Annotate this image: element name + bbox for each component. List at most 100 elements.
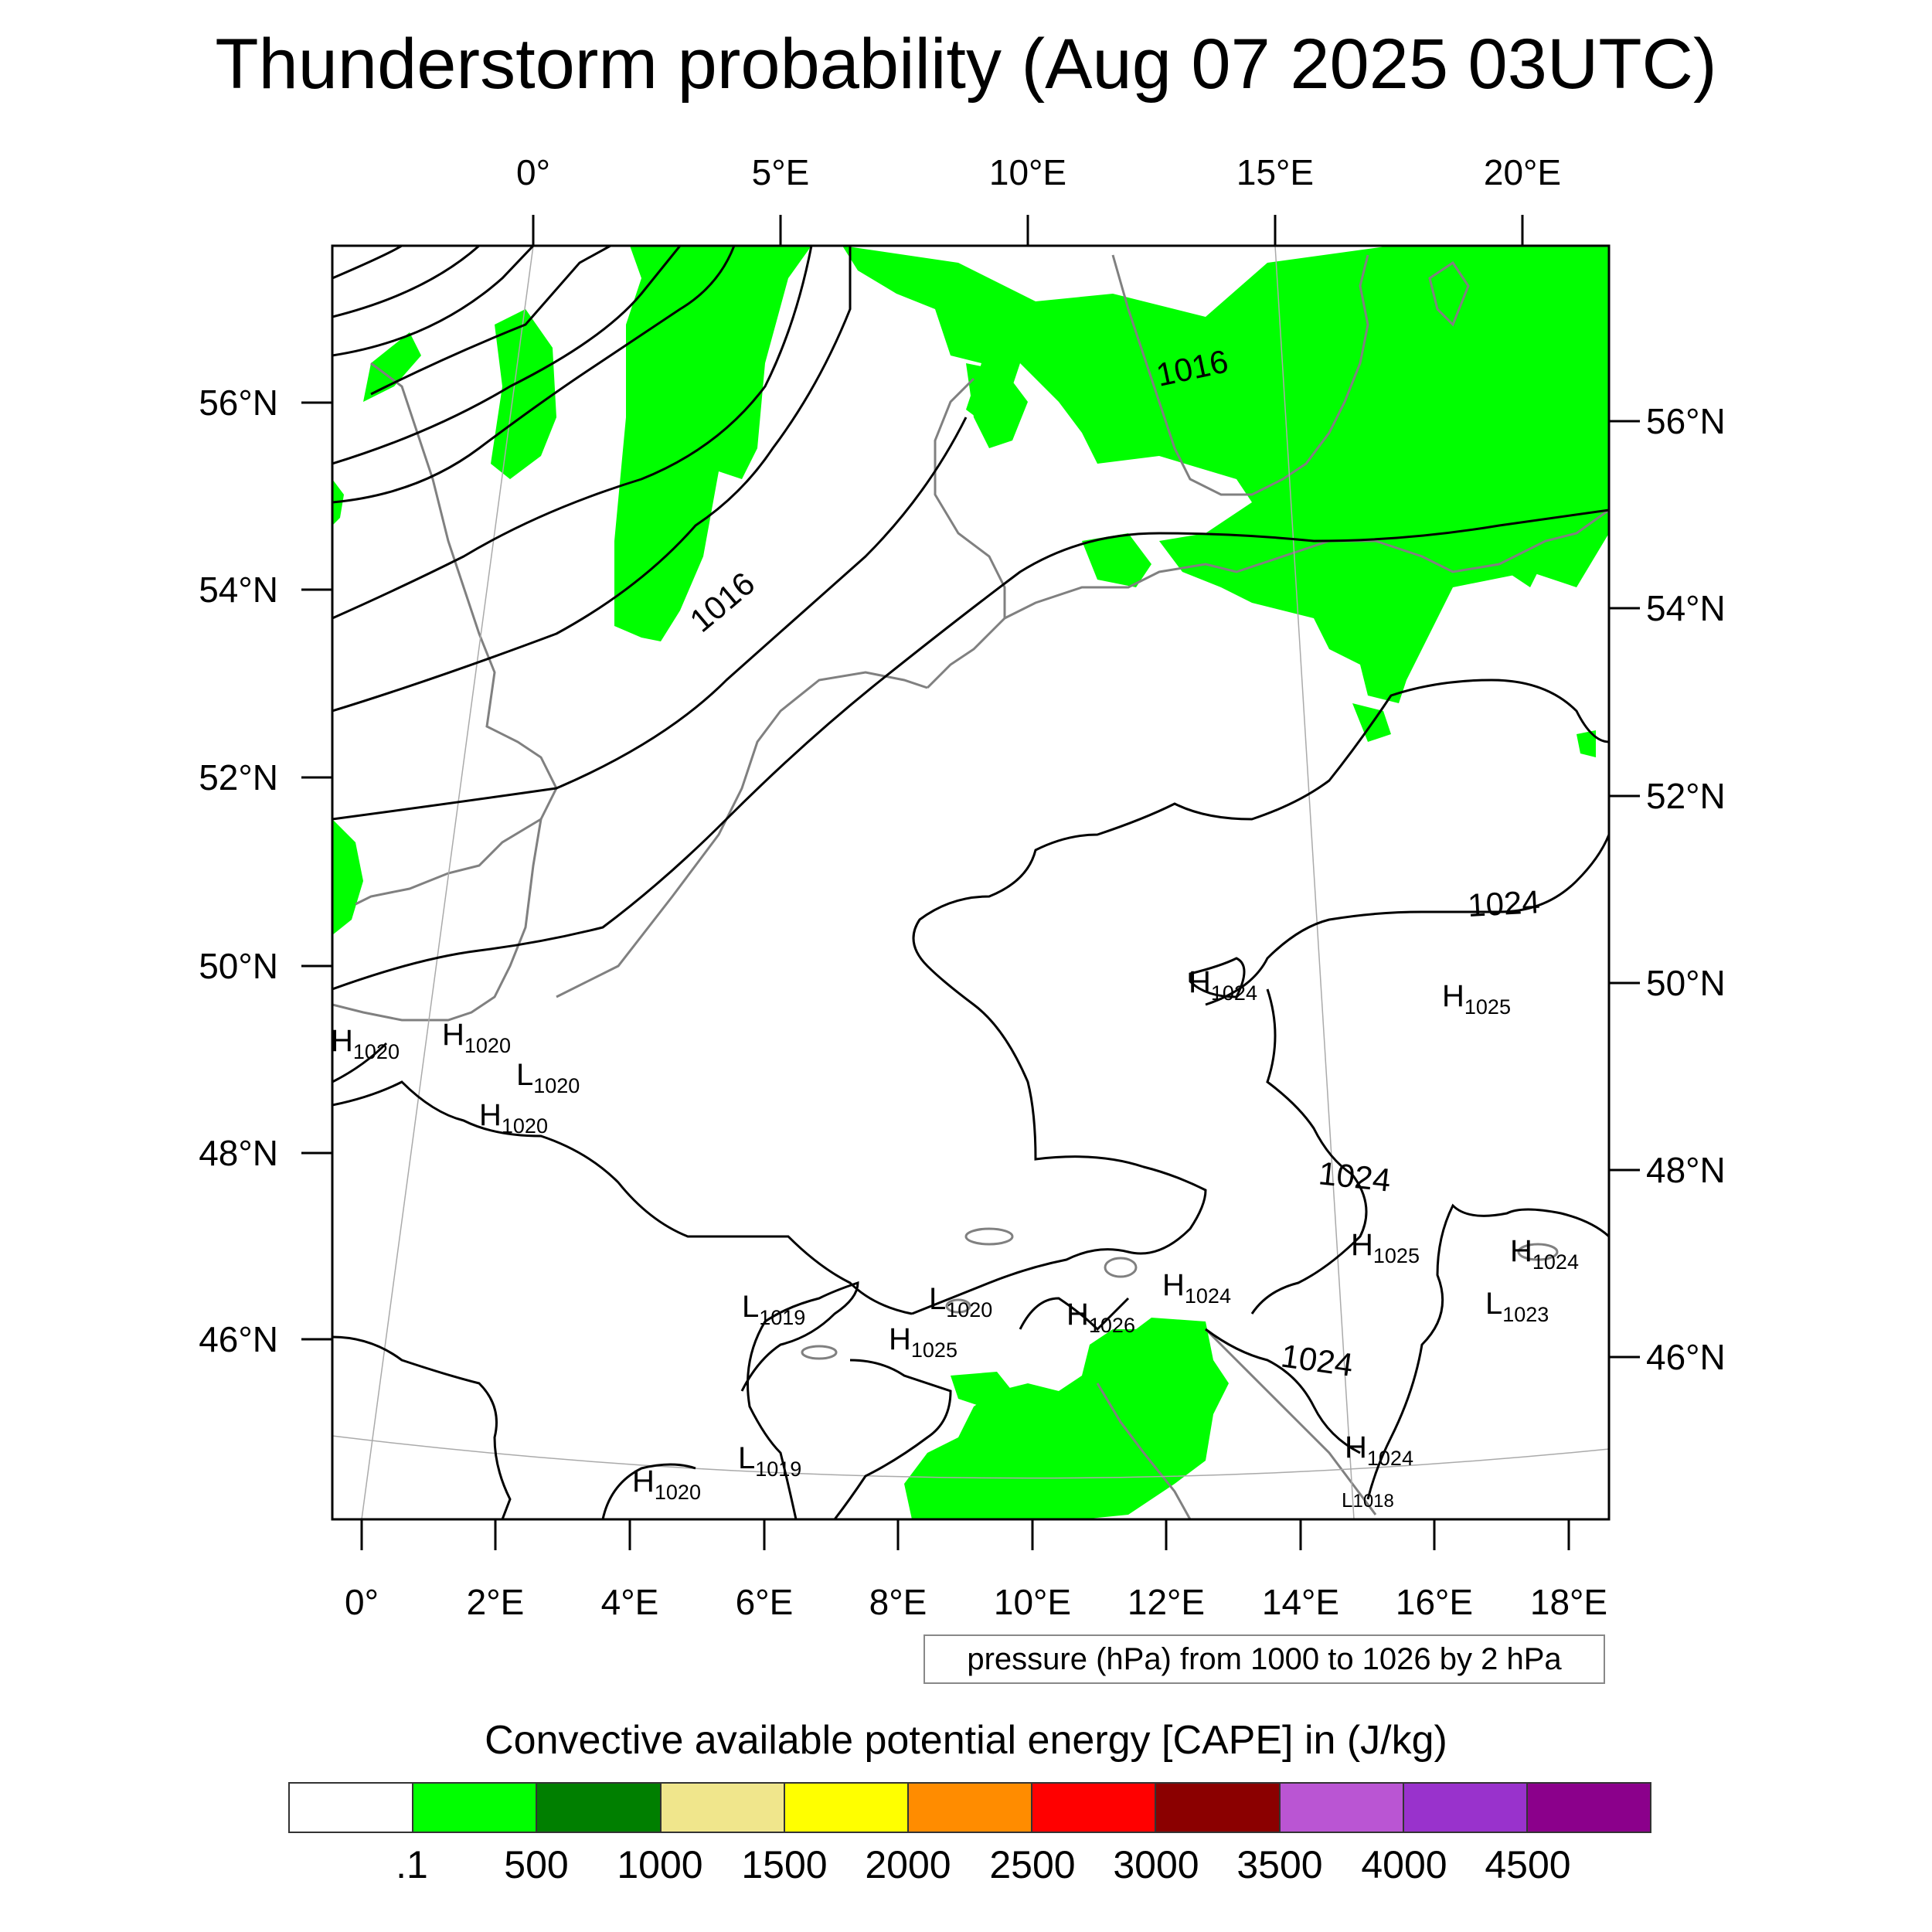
pressure-center: L1018 [1342, 1488, 1394, 1512]
cape-region-south-strip [951, 1507, 1082, 1519]
isobar-3 [332, 246, 535, 357]
isobar-1024-se [1250, 988, 1368, 1315]
colorbar-swatch [413, 1784, 538, 1832]
lat-label-left: 50°N [199, 946, 278, 986]
isobar-southwest [332, 1335, 512, 1519]
cape-region-jutland [966, 363, 1028, 448]
isobar-1024-central [911, 679, 1609, 1315]
coast-sweden [1111, 254, 1369, 496]
isobar-2 [332, 246, 480, 318]
colorbar-label: 4500 [1485, 1843, 1571, 1886]
lakes [801, 1227, 1559, 1360]
colorbar-swatch [537, 1784, 662, 1832]
pressure-center: H1025 [889, 1322, 957, 1362]
isobars [332, 246, 1609, 1519]
isobar-8 [332, 246, 852, 713]
lon-label-top: 10°E [988, 152, 1067, 192]
pressure-center: H1020 [632, 1464, 701, 1504]
colorbar-label: 3000 [1113, 1843, 1199, 1886]
isobar-1024-east [1205, 834, 1609, 1006]
isobar-1024-west [332, 1080, 913, 1315]
isobar-south-center [601, 1463, 696, 1519]
cape-region-belgium [332, 819, 363, 935]
lat-label-right: 48°N [1646, 1150, 1726, 1190]
isobar-7 [332, 246, 813, 620]
lat-label-right: 50°N [1646, 963, 1726, 1003]
lon-label-bottom: 14°E [1261, 1582, 1340, 1622]
lat-label-left: 46°N [199, 1319, 278, 1359]
pressure-center: H1026 [1066, 1298, 1135, 1337]
pressure-center: H1025 [1442, 979, 1511, 1019]
colorbar-label: 500 [504, 1843, 569, 1886]
isobar-1 [332, 246, 403, 280]
tick-marks [301, 215, 1640, 1550]
contour-label: 1024 [1467, 883, 1541, 923]
lon-label-bottom: 2°E [466, 1582, 525, 1622]
colorbar-swatch [1280, 1784, 1404, 1832]
isobar-1024-inner [1189, 957, 1246, 998]
cape-region-northwest [363, 332, 421, 402]
cape-region-lithuania [1577, 730, 1596, 757]
lon-label-bottom: 4°E [600, 1582, 659, 1622]
colorbar-label: 2500 [989, 1843, 1076, 1886]
lat-label-right: 54°N [1646, 588, 1726, 628]
cape-fill-regions [332, 246, 1609, 1519]
coast-germany [926, 377, 1006, 689]
lat-label-right: 52°N [1646, 776, 1726, 816]
isobar-6 [332, 246, 736, 504]
contour-info-box: pressure (hPa) from 1000 to 1026 by 2 hP… [923, 1634, 1605, 1684]
pressure-center: H1025 [1351, 1228, 1420, 1267]
lat-label-left: 52°N [199, 757, 278, 798]
cape-region-north-sea [614, 246, 811, 641]
pressure-center: H1024 [1510, 1234, 1579, 1274]
lon-label-bottom: 8°E [869, 1582, 927, 1622]
isobar-south-3 [833, 1359, 952, 1519]
lon-label-top: 15°E [1236, 152, 1315, 192]
colorbar-label: .1 [396, 1843, 428, 1886]
cape-region-denmark-islands [1082, 533, 1151, 587]
lon-label-bottom: 18°E [1529, 1582, 1608, 1622]
colorbar-swatch [908, 1784, 1033, 1832]
isobar-south-2 [740, 1281, 859, 1519]
isobar-5 [332, 246, 682, 465]
colorbar-label: 4000 [1361, 1843, 1447, 1886]
lon-label-bottom: 12°E [1127, 1582, 1206, 1622]
pressure-center: H1020 [479, 1098, 548, 1138]
lon-label-bottom: 16°E [1395, 1582, 1474, 1622]
pressure-center: H1024 [1162, 1268, 1231, 1308]
pressure-center: H1024 [1345, 1430, 1413, 1470]
lon-label-bottom: 10°E [993, 1582, 1072, 1622]
chart-title: Thunderstorm probability (Aug 07 2025 03… [215, 25, 1717, 104]
colorbar-swatch [1032, 1784, 1157, 1832]
pressure-center: H1020 [331, 1024, 400, 1063]
colorbar-swatch [1403, 1784, 1528, 1832]
colorbar [288, 1782, 1651, 1833]
pressure-center: L1019 [742, 1290, 805, 1329]
lon-label-top: 5°E [751, 152, 810, 192]
coast-gotland [1428, 260, 1470, 327]
lat-label-right: 46°N [1646, 1337, 1726, 1377]
coast-italy-west [1096, 1383, 1192, 1519]
lat-label-left: 54°N [199, 570, 278, 610]
isobar-9 [332, 417, 968, 821]
lat-label-left: 56°N [199, 383, 278, 423]
colorbar-label: 2000 [865, 1843, 951, 1886]
graticule [332, 246, 1609, 1519]
lon-label-bottom: 0° [345, 1582, 379, 1622]
pressure-center: L1020 [516, 1058, 580, 1097]
map-frame [331, 244, 1611, 1521]
isobar-11 [332, 1042, 388, 1083]
colorbar-swatch [784, 1784, 909, 1832]
pressure-center: H1020 [442, 1018, 511, 1057]
isobar-10 [332, 509, 1609, 991]
lon-label-bottom: 6°E [735, 1582, 794, 1622]
isobar-east-edge [1366, 1203, 1609, 1500]
colorbar-title: Convective available potential energy [C… [485, 1718, 1447, 1763]
lat-label-left: 48°N [199, 1133, 278, 1173]
colorbar-label: 1500 [741, 1843, 828, 1886]
pressure-center: L1020 [929, 1282, 992, 1321]
coast-adriatic [1204, 1328, 1377, 1515]
pressure-center: H1024 [1189, 965, 1257, 1005]
pressure-center: L1023 [1485, 1287, 1549, 1326]
